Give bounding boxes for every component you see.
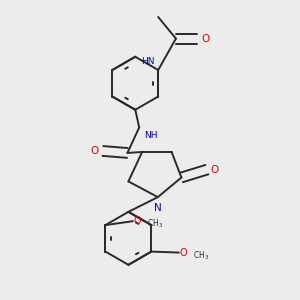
Text: NH: NH [144,131,158,140]
Text: HN: HN [141,57,154,66]
Text: N: N [154,203,162,213]
Text: CH$_3$: CH$_3$ [193,249,209,262]
Text: O: O [201,34,210,44]
Text: O: O [134,216,142,226]
Text: O: O [180,248,188,258]
Text: O: O [211,165,219,175]
Text: CH$_3$: CH$_3$ [147,218,163,230]
Text: O: O [91,146,99,156]
